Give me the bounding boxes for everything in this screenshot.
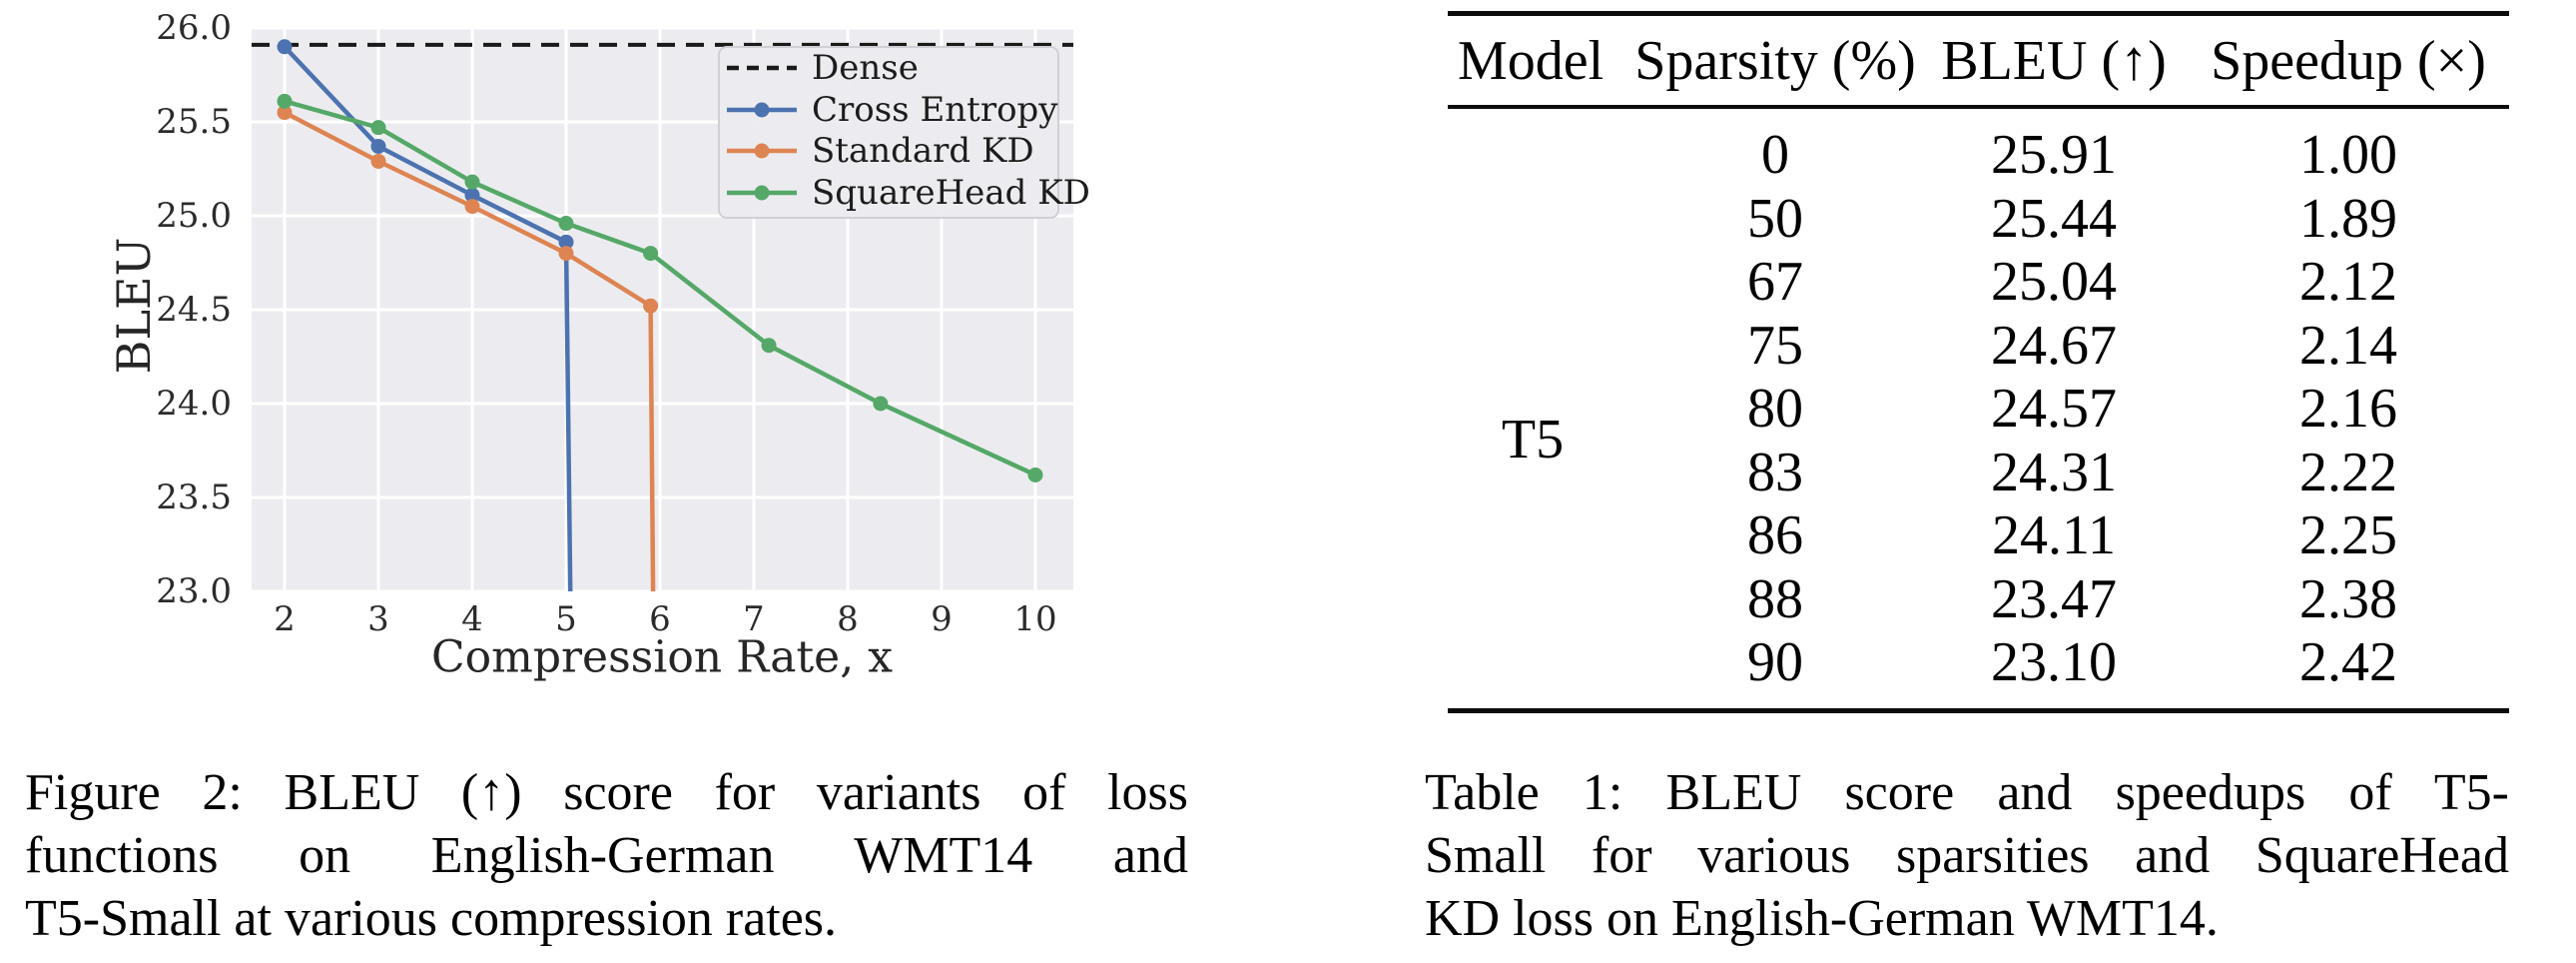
table-cell-bleu: 24.11	[1992, 504, 2116, 566]
x-tick-label: 7	[743, 599, 765, 639]
x-axis-label: Compression Rate, x	[431, 632, 893, 683]
data-point	[277, 105, 293, 121]
table-cell-bleu: 23.10	[1991, 631, 2117, 693]
caption-line: Figure 2: BLEU (↑) score for variants of…	[25, 764, 1188, 821]
y-tick-label: 23.0	[156, 571, 232, 611]
caption-line: KD loss on English-German WMT14.	[1425, 890, 2219, 947]
table-cell-speedup: 2.22	[2299, 442, 2397, 503]
legend-sample-marker	[754, 185, 770, 201]
data-point	[643, 298, 659, 314]
caption-line: functions on English-German WMT14 and	[25, 827, 1188, 884]
data-point	[558, 246, 574, 262]
y-tick-label: 24.0	[156, 384, 232, 424]
x-tick-label: 2	[274, 599, 296, 639]
table-cell-speedup: 2.16	[2299, 378, 2397, 440]
figure-caption: Figure 2: BLEU (↑) score for variants of…	[25, 761, 1188, 950]
data-point	[370, 153, 386, 169]
bleu-vs-compression-chart: 23.0 23.5 24.0 24.5 25.0 25.5 26.0 2 3 4 5 6 7 8 9 10 BL…	[107, 8, 1090, 683]
data-point	[370, 138, 386, 154]
data-point	[873, 396, 889, 412]
y-tick-label: 25.0	[156, 196, 232, 236]
table-caption: Table 1: BLEU score and speedups of T5- S…	[1425, 761, 2509, 950]
legend-label: Standard KD	[812, 131, 1034, 171]
legend-sample-marker	[754, 102, 770, 118]
data-point	[277, 93, 293, 109]
table-mid-rule	[1448, 105, 2509, 109]
legend-label: SquareHead KD	[812, 173, 1090, 213]
x-tick-label: 4	[461, 599, 483, 639]
table-cell-speedup: 2.12	[2299, 251, 2397, 313]
table-cell-sparsity: 86	[1747, 504, 1803, 566]
y-tick-label: 24.5	[156, 290, 232, 330]
table-cell-speedup: 2.25	[2299, 504, 2397, 566]
data-point	[761, 338, 777, 354]
table-cell-speedup: 2.38	[2299, 568, 2397, 630]
table-cell-bleu: 25.44	[1991, 188, 2117, 250]
data-point	[1027, 467, 1043, 482]
y-axis-label: BLEU	[107, 238, 161, 375]
table-cell-bleu: 24.57	[1991, 378, 2117, 440]
x-tick-label: 9	[931, 599, 953, 639]
legend-box	[718, 46, 1059, 219]
x-tick-label: 6	[649, 599, 671, 639]
data-point	[464, 174, 480, 190]
table-cell-sparsity: 50	[1747, 188, 1803, 250]
table-cell-speedup: 2.42	[2299, 631, 2397, 693]
data-point	[643, 246, 659, 262]
data-point	[370, 120, 386, 136]
table-cell-sparsity: 67	[1747, 251, 1803, 313]
series-line-standard-kd	[283, 110, 656, 591]
data-point	[464, 187, 480, 203]
table-cell-sparsity: 83	[1747, 442, 1803, 503]
table-cell-speedup: 1.89	[2299, 188, 2397, 250]
y-tick-label: 23.5	[156, 478, 232, 517]
table-cell-sparsity: 0	[1761, 124, 1789, 186]
table-header-sparsity: Sparsity (%)	[1634, 30, 1916, 92]
series-line-squarehead-kd	[284, 99, 1036, 478]
table-cell-sparsity: 80	[1747, 378, 1803, 440]
table-cell-bleu: 25.04	[1991, 251, 2117, 313]
series-group	[277, 39, 1043, 591]
table-cell-model-t5: T5	[1501, 409, 1565, 471]
table-cell-speedup: 1.00	[2299, 124, 2397, 186]
x-tick-label: 5	[555, 599, 577, 639]
table-cell-speedup: 2.14	[2299, 315, 2397, 377]
legend-label: Cross Entropy	[812, 90, 1058, 130]
data-point	[277, 39, 293, 55]
data-point	[558, 234, 574, 250]
table-cell-sparsity: 88	[1747, 568, 1803, 630]
table-top-rule	[1448, 11, 2509, 16]
x-tick-label: 10	[1013, 599, 1056, 639]
legend-label: Dense	[812, 48, 919, 88]
table-header-model: Model	[1458, 30, 1605, 92]
table-header-bleu: BLEU (↑)	[1941, 30, 2167, 92]
table-cell-bleu: 24.67	[1991, 315, 2117, 377]
data-point	[464, 199, 480, 215]
x-tick-label: 8	[837, 599, 859, 639]
y-tick-label: 25.5	[156, 102, 232, 142]
caption-line: Table 1: BLEU score and speedups of T5-	[1425, 764, 2509, 821]
caption-line: Small for various sparsities and SquareH…	[1425, 827, 2509, 884]
table-cell-bleu: 25.91	[1991, 124, 2117, 186]
caption-line: T5-Small at various compression rates.	[25, 890, 838, 947]
table-cell-sparsity: 75	[1747, 315, 1803, 377]
y-tick-label: 26.0	[156, 8, 232, 48]
legend-sample-marker	[754, 143, 770, 159]
data-point	[558, 216, 574, 232]
table-header-speedup: Speedup (×)	[2211, 30, 2486, 92]
table-cell-bleu: 23.47	[1991, 568, 2117, 630]
table-bottom-rule	[1448, 708, 2509, 713]
x-tick-label: 3	[367, 599, 389, 639]
table-cell-bleu: 24.31	[1991, 442, 2117, 503]
table-cell-sparsity: 90	[1747, 631, 1803, 693]
